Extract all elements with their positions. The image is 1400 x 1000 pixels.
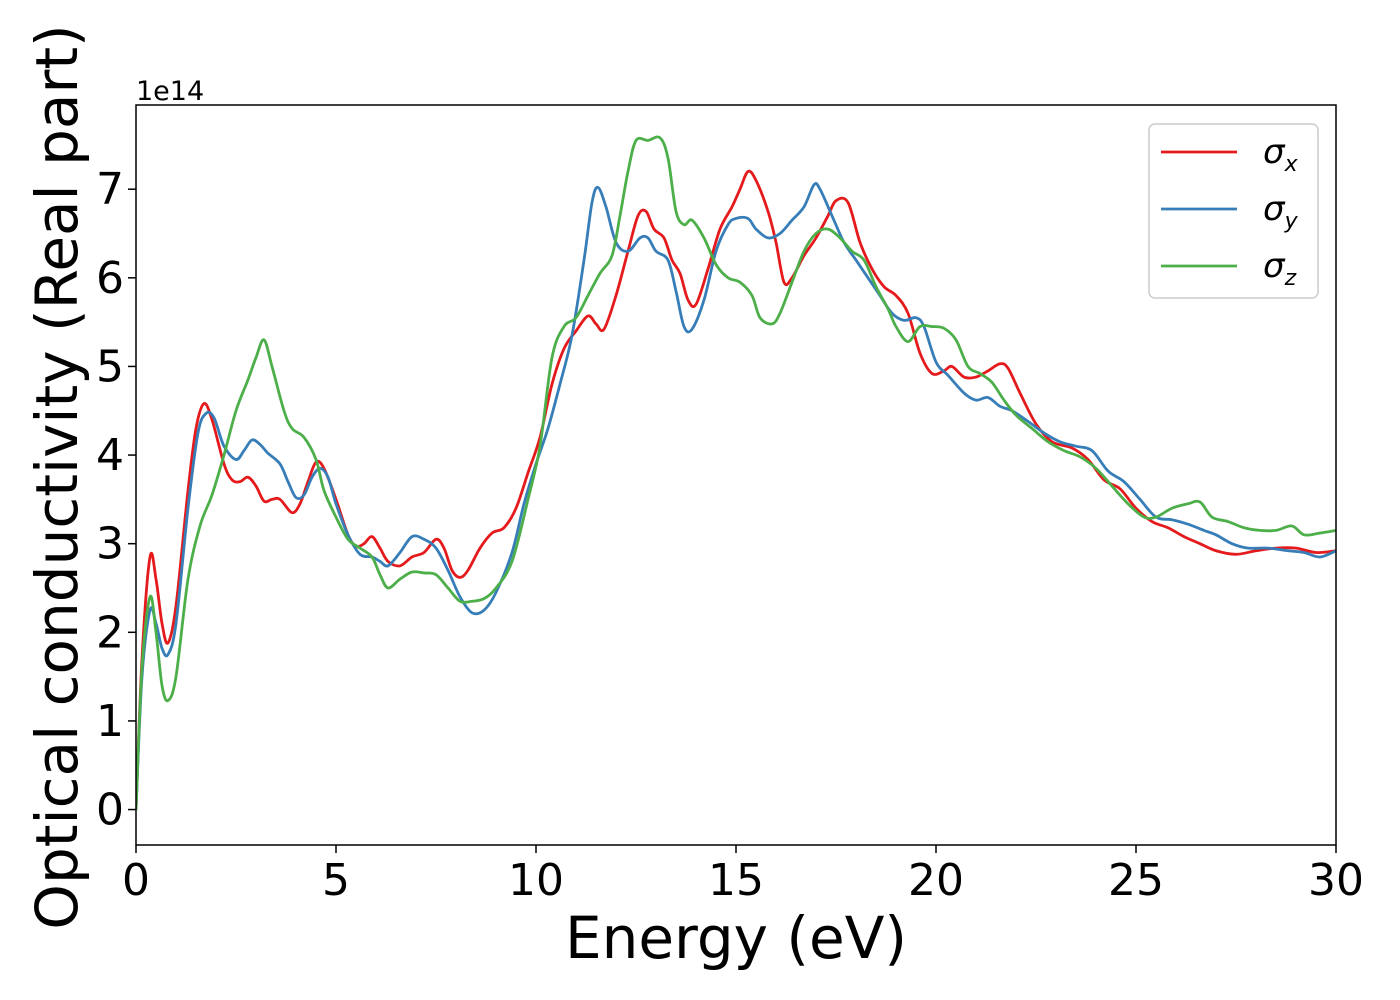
x-tick-label: 5 bbox=[322, 855, 350, 906]
legend-label-x: σx bbox=[1263, 132, 1299, 177]
y-tick-label: 1 bbox=[96, 696, 124, 747]
y-offset-label: 1e14 bbox=[136, 76, 204, 107]
x-tick-label: 15 bbox=[708, 855, 764, 906]
y-tick-label: 6 bbox=[96, 253, 124, 304]
y-tick-label: 3 bbox=[96, 519, 124, 570]
y-tick-label: 4 bbox=[96, 430, 124, 481]
x-axis-title: Energy (eV) bbox=[565, 904, 907, 972]
legend-entries: σx σy σz bbox=[1161, 132, 1299, 291]
legend-label-y: σy bbox=[1263, 189, 1299, 234]
y-tick-label: 5 bbox=[96, 341, 124, 392]
x-tick-label: 10 bbox=[508, 855, 564, 906]
y-tick-label: 2 bbox=[96, 607, 124, 658]
legend-label-z: σz bbox=[1263, 246, 1297, 291]
y-tick-label: 7 bbox=[96, 164, 124, 215]
legend: σx σy σz bbox=[1148, 123, 1319, 299]
series-layer bbox=[136, 135, 1336, 810]
y-axis-title: Optical conductivity (Real part) bbox=[23, 24, 91, 929]
x-tick-label: 25 bbox=[1108, 855, 1164, 906]
y-axis-ticks: 0 1 2 3 4 5 6 7 bbox=[96, 164, 136, 836]
x-axis-ticks: 0 5 10 15 20 25 30 bbox=[122, 845, 1364, 906]
series-line-z bbox=[136, 135, 1336, 810]
x-tick-label: 20 bbox=[908, 855, 964, 906]
legend-box bbox=[1148, 123, 1319, 299]
x-tick-label: 30 bbox=[1308, 855, 1364, 906]
y-tick-label: 0 bbox=[96, 785, 124, 836]
series-line-y bbox=[136, 182, 1336, 810]
series-line-x bbox=[136, 169, 1336, 810]
x-tick-label: 0 bbox=[122, 855, 150, 906]
